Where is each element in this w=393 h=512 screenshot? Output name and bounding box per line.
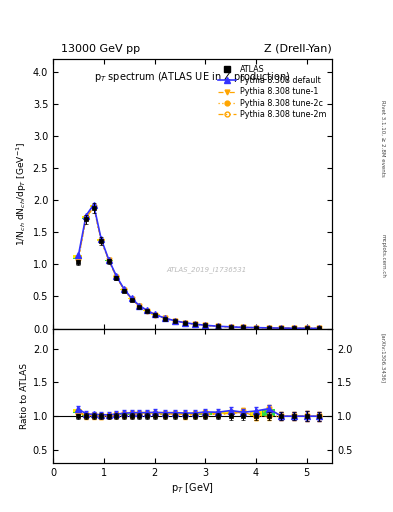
X-axis label: p$_{T}$ [GeV]: p$_{T}$ [GeV] [171, 481, 214, 495]
Text: [arXiv:1306.3436]: [arXiv:1306.3436] [381, 333, 386, 383]
Text: Z (Drell-Yan): Z (Drell-Yan) [264, 44, 332, 54]
Text: 13000 GeV pp: 13000 GeV pp [61, 44, 140, 54]
Y-axis label: 1/N$_{ch}$ dN$_{ch}$/dp$_{T}$ [GeV$^{-1}$]: 1/N$_{ch}$ dN$_{ch}$/dp$_{T}$ [GeV$^{-1}… [14, 141, 29, 246]
Legend: ATLAS, Pythia 8.308 default, Pythia 8.308 tune-1, Pythia 8.308 tune-2c, Pythia 8: ATLAS, Pythia 8.308 default, Pythia 8.30… [215, 61, 330, 122]
Text: mcplots.cern.ch: mcplots.cern.ch [381, 234, 386, 278]
Text: ATLAS_2019_I1736531: ATLAS_2019_I1736531 [166, 266, 247, 272]
Text: p$_T$ spectrum (ATLAS UE in Z production): p$_T$ spectrum (ATLAS UE in Z production… [94, 70, 291, 83]
Text: Rivet 3.1.10, ≥ 2.8M events: Rivet 3.1.10, ≥ 2.8M events [381, 100, 386, 177]
Y-axis label: Ratio to ATLAS: Ratio to ATLAS [20, 363, 29, 429]
